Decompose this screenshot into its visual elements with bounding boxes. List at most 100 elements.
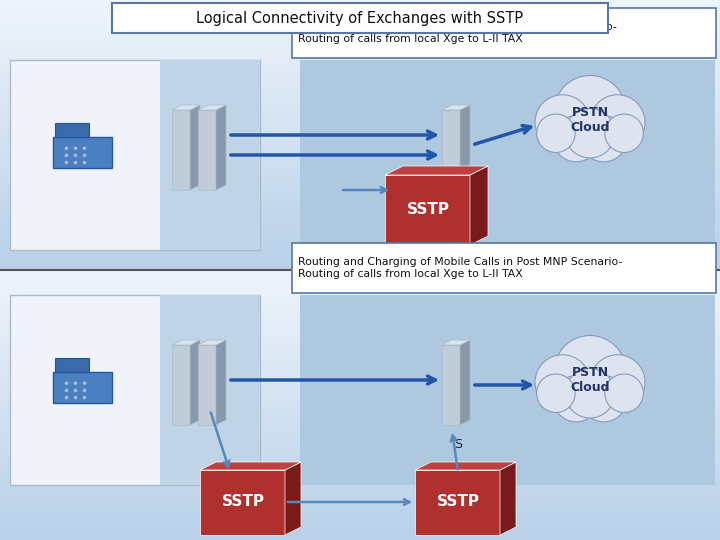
- Text: Routing and Charging of Mobile Calls in Pre MNP Scenario-
Routing of calls from : Routing and Charging of Mobile Calls in …: [298, 22, 617, 44]
- Bar: [0, 383, 720, 389]
- Bar: [0, 275, 720, 281]
- Polygon shape: [190, 105, 200, 190]
- Bar: [0, 459, 720, 464]
- Bar: [0, 427, 720, 432]
- Text: PSTN
Cloud: PSTN Cloud: [570, 106, 610, 134]
- Polygon shape: [55, 358, 89, 372]
- Bar: [0, 184, 720, 189]
- Bar: [160, 295, 260, 485]
- Circle shape: [73, 381, 77, 385]
- Bar: [0, 49, 720, 54]
- Bar: [0, 211, 720, 216]
- Polygon shape: [53, 137, 112, 168]
- Bar: [0, 286, 720, 292]
- Circle shape: [535, 355, 590, 410]
- Bar: [0, 11, 720, 16]
- Polygon shape: [200, 470, 285, 535]
- Text: SSTP: SSTP: [407, 202, 449, 218]
- Circle shape: [605, 114, 644, 152]
- Bar: [0, 22, 720, 27]
- Polygon shape: [198, 110, 216, 190]
- Circle shape: [83, 381, 86, 385]
- Bar: [0, 140, 720, 146]
- Polygon shape: [500, 462, 516, 535]
- Bar: [0, 319, 720, 324]
- Polygon shape: [460, 340, 470, 425]
- FancyBboxPatch shape: [292, 8, 716, 58]
- Polygon shape: [172, 340, 200, 345]
- Bar: [0, 16, 720, 22]
- Bar: [0, 173, 720, 178]
- Bar: [0, 243, 720, 248]
- Bar: [0, 59, 720, 65]
- Bar: [0, 70, 720, 76]
- Bar: [0, 513, 720, 518]
- Bar: [0, 292, 720, 297]
- Bar: [0, 454, 720, 459]
- Polygon shape: [198, 105, 226, 110]
- Bar: [300, 295, 715, 485]
- Bar: [10, 295, 260, 485]
- Polygon shape: [442, 110, 460, 190]
- Bar: [0, 437, 720, 443]
- Bar: [0, 524, 720, 529]
- Bar: [0, 27, 720, 32]
- Polygon shape: [385, 175, 470, 245]
- Bar: [0, 189, 720, 194]
- Bar: [0, 178, 720, 184]
- Polygon shape: [442, 105, 470, 110]
- Text: PSTN
Cloud: PSTN Cloud: [570, 366, 610, 394]
- Circle shape: [73, 153, 77, 157]
- Polygon shape: [285, 462, 301, 535]
- Polygon shape: [198, 340, 226, 345]
- Bar: [0, 378, 720, 383]
- Bar: [0, 162, 720, 167]
- Circle shape: [65, 161, 68, 164]
- Text: SSTP: SSTP: [436, 495, 480, 510]
- Bar: [0, 313, 720, 319]
- Bar: [0, 394, 720, 400]
- Bar: [0, 65, 720, 70]
- Circle shape: [536, 374, 575, 413]
- Bar: [300, 60, 715, 250]
- Circle shape: [553, 116, 599, 162]
- Bar: [0, 373, 720, 378]
- Polygon shape: [198, 345, 216, 425]
- Bar: [0, 421, 720, 427]
- Polygon shape: [216, 105, 226, 190]
- Bar: [160, 60, 260, 250]
- Bar: [0, 410, 720, 416]
- Bar: [0, 151, 720, 157]
- Bar: [0, 265, 720, 270]
- Bar: [0, 130, 720, 135]
- Bar: [0, 108, 720, 113]
- Circle shape: [73, 161, 77, 164]
- Bar: [0, 200, 720, 205]
- Circle shape: [580, 116, 627, 162]
- Circle shape: [83, 396, 86, 400]
- Bar: [0, 400, 720, 405]
- Bar: [0, 221, 720, 227]
- Circle shape: [83, 146, 86, 150]
- Bar: [0, 81, 720, 86]
- Polygon shape: [460, 105, 470, 190]
- Bar: [0, 297, 720, 302]
- Bar: [0, 270, 720, 275]
- Polygon shape: [415, 470, 500, 535]
- Bar: [0, 497, 720, 502]
- Circle shape: [83, 161, 86, 164]
- Bar: [0, 405, 720, 410]
- Text: Routing and Charging of Mobile Calls in Post MNP Scenario-
Routing of calls from: Routing and Charging of Mobile Calls in …: [298, 257, 622, 279]
- Bar: [0, 54, 720, 59]
- FancyBboxPatch shape: [292, 243, 716, 293]
- Bar: [0, 362, 720, 367]
- Circle shape: [65, 146, 68, 150]
- Bar: [0, 238, 720, 243]
- Bar: [0, 340, 720, 346]
- Bar: [0, 113, 720, 119]
- Bar: [0, 43, 720, 49]
- Bar: [0, 216, 720, 221]
- Bar: [0, 518, 720, 524]
- Bar: [0, 254, 720, 259]
- Bar: [0, 97, 720, 103]
